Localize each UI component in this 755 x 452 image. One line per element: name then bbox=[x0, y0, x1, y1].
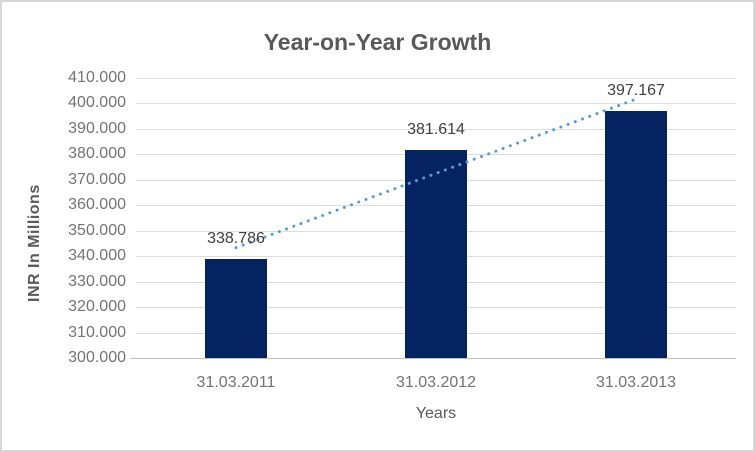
y-tick-label: 350.000 bbox=[68, 222, 126, 239]
y-tick-label: 310.000 bbox=[68, 324, 126, 341]
chart-title: Year-on-Year Growth bbox=[263, 29, 492, 55]
x-axis-line bbox=[130, 358, 736, 359]
y-tick-label: 410.000 bbox=[68, 69, 126, 86]
gridline bbox=[136, 78, 736, 79]
bar-data-label: 338.786 bbox=[207, 230, 265, 248]
y-tick-label: 300.000 bbox=[68, 349, 126, 366]
y-tick-label: 330.000 bbox=[68, 273, 126, 290]
x-category-label: 31.03.2011 bbox=[196, 374, 276, 391]
y-tick-label: 380.000 bbox=[68, 145, 126, 162]
y-tick-label: 390.000 bbox=[68, 120, 126, 137]
y-tick-label: 320.000 bbox=[68, 298, 126, 315]
y-tick-label: 360.000 bbox=[68, 196, 126, 213]
y-tick-label: 340.000 bbox=[68, 247, 126, 264]
bar-data-label: 397.167 bbox=[607, 81, 665, 99]
x-category-label: 31.03.2013 bbox=[595, 374, 677, 391]
x-axis-title: Years bbox=[415, 405, 457, 422]
bar bbox=[605, 110, 667, 358]
y-tick-label: 370.000 bbox=[68, 171, 126, 188]
bar bbox=[205, 259, 267, 358]
x-category-label: 31.03.2012 bbox=[395, 374, 477, 391]
bar-data-label: 381.614 bbox=[407, 121, 465, 139]
bar bbox=[405, 150, 467, 358]
gridline bbox=[136, 103, 736, 104]
y-tick-label: 400.000 bbox=[68, 94, 126, 111]
